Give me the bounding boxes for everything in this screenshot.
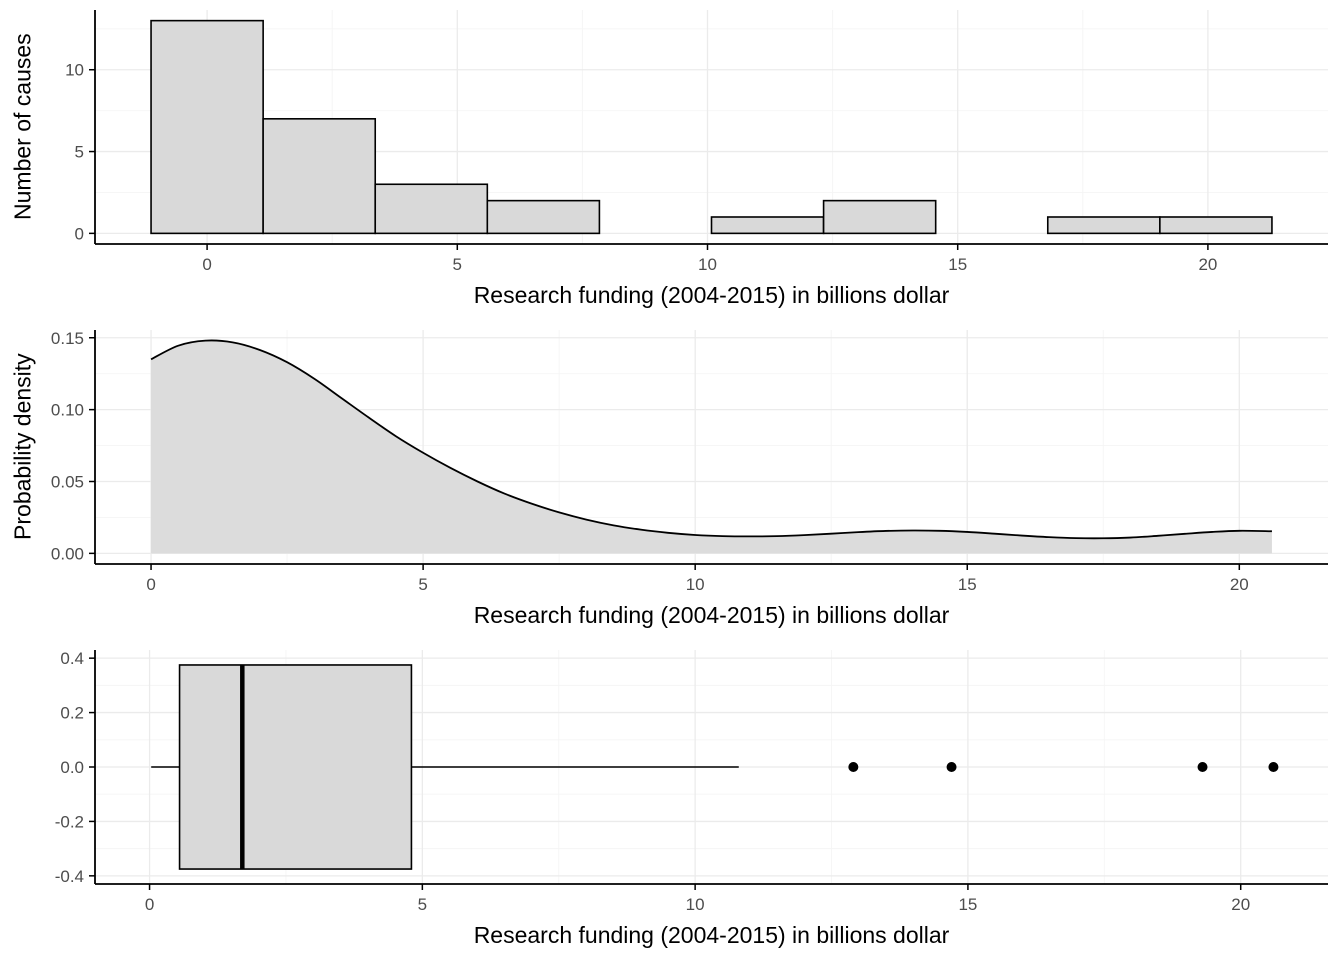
outlier-point <box>946 762 957 772</box>
svg-text:-0.2: -0.2 <box>55 812 84 831</box>
svg-text:-0.4: -0.4 <box>55 867 84 886</box>
svg-text:0.10: 0.10 <box>51 401 84 420</box>
svg-text:5: 5 <box>418 575 427 594</box>
x-axis-title: Research funding (2004-2015) in billions… <box>473 921 950 948</box>
x-axis-ticks: 0 5 10 15 20 <box>146 564 1249 594</box>
svg-text:0.05: 0.05 <box>51 473 84 492</box>
svg-text:15: 15 <box>948 255 967 274</box>
density-plot: 0 5 10 15 20 0.00 0.05 0.10 0.15 <box>51 329 1328 594</box>
outlier-point <box>1268 762 1279 772</box>
svg-text:20: 20 <box>1231 895 1250 914</box>
svg-text:20: 20 <box>1230 575 1249 594</box>
outlier-point <box>848 762 859 772</box>
boxplot-geometry <box>151 664 1279 870</box>
x-axis-ticks: 0 5 10 15 20 <box>145 884 1250 914</box>
histogram-chart: 0 5 10 15 20 0 5 10 Number of causes Research f… <box>0 0 1344 320</box>
density-chart: 0 5 10 15 20 0.00 0.05 0.10 0.15 Probability den… <box>0 320 1344 640</box>
svg-text:5: 5 <box>75 143 84 162</box>
svg-text:10: 10 <box>698 255 717 274</box>
svg-text:20: 20 <box>1198 255 1217 274</box>
y-axis-ticks: 0.00 0.05 0.10 0.15 <box>51 329 95 563</box>
svg-text:0.4: 0.4 <box>60 649 84 668</box>
density-curve <box>150 339 1272 540</box>
boxplot-plot: 0 5 10 15 20 -0.4 -0.2 0.0 0.2 0.4 <box>55 649 1328 914</box>
density-area <box>151 340 1272 554</box>
svg-text:0.00: 0.00 <box>51 544 84 563</box>
svg-text:0.15: 0.15 <box>51 329 84 348</box>
x-axis-title: Research funding (2004-2015) in billions… <box>473 281 950 308</box>
svg-text:0.2: 0.2 <box>60 704 84 723</box>
svg-text:15: 15 <box>958 575 977 594</box>
svg-text:0: 0 <box>75 224 84 243</box>
svg-text:5: 5 <box>418 895 427 914</box>
histogram-bars <box>150 19 1273 235</box>
boxplot-chart: 0 5 10 15 20 -0.4 -0.2 0.0 0.2 0.4 Research fundi… <box>0 640 1344 960</box>
svg-text:15: 15 <box>958 895 977 914</box>
y-axis-ticks: 0 5 10 <box>65 61 95 243</box>
axis-lines <box>94 10 1328 245</box>
svg-text:0: 0 <box>146 575 155 594</box>
x-axis-title: Research funding (2004-2015) in billions… <box>473 601 950 628</box>
y-axis-ticks: -0.4 -0.2 0.0 0.2 0.4 <box>55 649 95 886</box>
x-axis-ticks: 0 5 10 15 20 <box>202 244 1217 274</box>
outlier-point <box>1197 762 1208 772</box>
svg-text:0: 0 <box>145 895 154 914</box>
svg-text:0: 0 <box>202 255 211 274</box>
histogram-plot: 0 5 10 15 20 0 5 10 <box>65 10 1328 274</box>
svg-text:10: 10 <box>686 895 705 914</box>
svg-text:10: 10 <box>686 575 705 594</box>
svg-text:10: 10 <box>65 61 84 80</box>
svg-text:0.0: 0.0 <box>60 758 84 777</box>
axis-lines <box>94 330 1328 565</box>
svg-text:5: 5 <box>453 255 462 274</box>
